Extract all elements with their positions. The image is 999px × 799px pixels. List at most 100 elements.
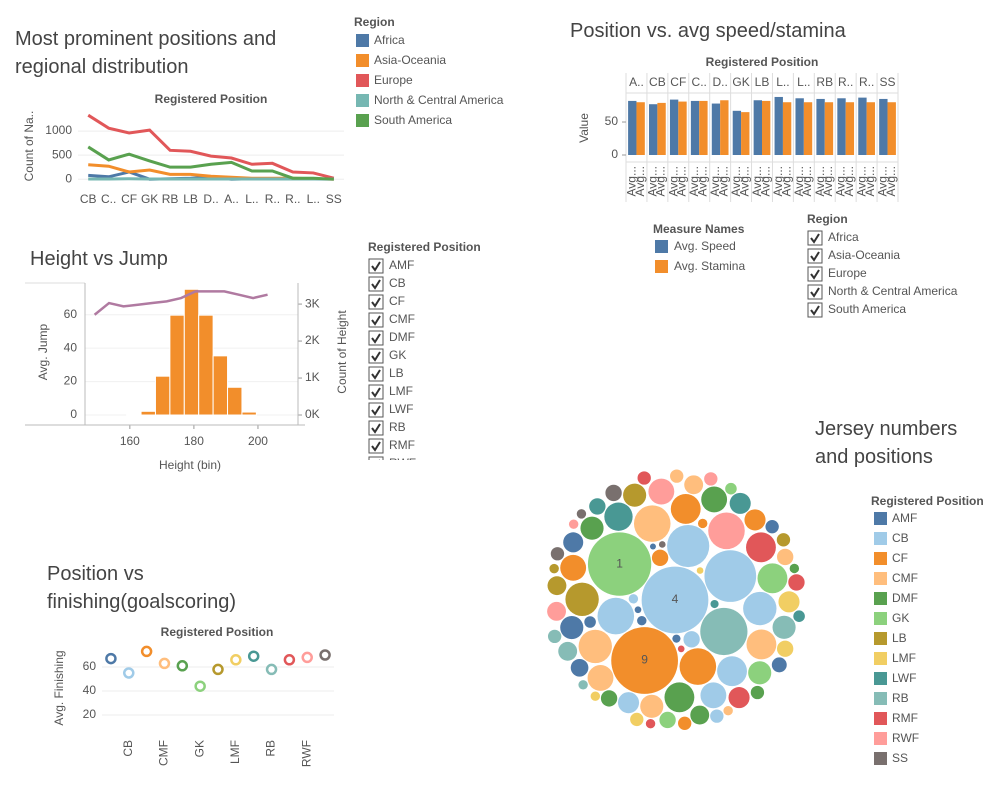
filter-item[interactable]: GK (368, 348, 406, 364)
checkbox[interactable] (807, 284, 823, 300)
checkbox[interactable] (368, 348, 384, 364)
bar (816, 98, 825, 155)
checkbox[interactable] (368, 294, 384, 310)
legend-label: RWF (892, 731, 919, 745)
y-tick-label: 60 (64, 307, 78, 321)
checkmark (371, 261, 381, 272)
checkbox[interactable] (807, 266, 823, 282)
bar-label: Avg... (729, 166, 743, 196)
checkbox[interactable] (368, 330, 384, 346)
y-tick-label: 0 (70, 407, 77, 421)
dot (301, 651, 313, 664)
filter-item[interactable]: South America (807, 302, 906, 318)
checkbox[interactable] (368, 456, 384, 471)
filter-item[interactable]: CMF (368, 312, 415, 328)
checkbox-box (368, 384, 384, 400)
bar (845, 102, 855, 155)
bubble (587, 532, 652, 596)
bar-label: Avg... (779, 166, 793, 196)
legend-label: Avg. Speed (674, 239, 736, 253)
checkmark (810, 251, 820, 262)
bubble (710, 709, 724, 723)
bubble-label: 1 (616, 556, 623, 570)
histogram-bar (154, 375, 171, 416)
bubble (605, 484, 622, 502)
checkmark (371, 441, 381, 452)
checkbox-box (807, 284, 823, 300)
legend-label: RB (892, 691, 909, 705)
dot (247, 650, 260, 662)
checkbox[interactable] (368, 258, 384, 274)
chart-title: Most prominent positions and regional di… (15, 28, 277, 78)
filter-item[interactable]: Africa (807, 230, 859, 246)
checkbox[interactable] (807, 230, 823, 246)
filter-item[interactable]: LB (368, 366, 404, 382)
legend-label: LWF (892, 671, 916, 685)
bubble (679, 648, 717, 685)
bubble (578, 629, 612, 664)
x-tick-label: 160 (120, 434, 140, 448)
legend-swatch (874, 712, 887, 725)
checkbox-box (368, 312, 384, 328)
bubble (641, 566, 709, 634)
checkbox[interactable] (807, 248, 823, 264)
legend-label: Avg. Stamina (674, 259, 745, 273)
dot (283, 654, 296, 666)
histogram-bar (183, 288, 200, 416)
filter-item[interactable]: Europe (807, 266, 867, 282)
chart-title: Position vs. avg speed/stamina (570, 20, 846, 42)
checkbox[interactable] (368, 276, 384, 292)
legend-swatch (874, 532, 887, 545)
filter-item[interactable]: LWF (368, 402, 413, 418)
bubble (670, 494, 701, 524)
legend-label: DMF (892, 591, 918, 605)
legend-swatch (356, 34, 369, 47)
filter-item[interactable]: CF (368, 294, 405, 310)
filter-item[interactable]: DMF (368, 330, 415, 346)
filter-item[interactable]: North & Central America (807, 284, 958, 300)
filter-item[interactable]: LMF (368, 384, 413, 400)
checkbox[interactable] (807, 302, 823, 318)
bar (657, 102, 666, 155)
filter-item[interactable]: CB (368, 276, 406, 292)
line-series (93, 290, 268, 316)
bubble (696, 567, 704, 574)
legend-label: Africa (374, 33, 405, 47)
bubble (729, 492, 751, 514)
bar-label: Avg... (645, 166, 659, 196)
x-tick-label: CMF (157, 740, 171, 766)
bubble (664, 682, 695, 713)
checkbox[interactable] (368, 384, 384, 400)
bar-label: Avg... (821, 166, 835, 196)
bar-label: Avg... (675, 166, 689, 196)
x-tick-label: GK (141, 192, 158, 206)
bubble (677, 645, 685, 653)
filter-item[interactable]: RWF (368, 456, 416, 471)
legend-label: North & Central America (374, 93, 504, 107)
checkmark (378, 459, 380, 460)
checkbox[interactable] (368, 402, 384, 418)
legend-swatch (874, 572, 887, 585)
checkbox[interactable] (368, 438, 384, 454)
bubble (778, 591, 800, 613)
filter-item[interactable]: AMF (368, 258, 414, 274)
y-tick-label: 20 (64, 374, 78, 388)
bubble-label: 4 (672, 592, 679, 606)
filter-item[interactable]: RB (368, 420, 406, 436)
bar (803, 102, 813, 155)
filter-item[interactable]: RMF (368, 438, 415, 454)
filter-label: Asia-Oceania (828, 248, 900, 262)
checkbox[interactable] (368, 366, 384, 382)
x-axis-title: Height (bin) (159, 458, 221, 472)
bubble-label: 9 (641, 653, 648, 667)
checkbox[interactable] (368, 312, 384, 328)
legend-swatch (356, 94, 369, 107)
checkbox[interactable] (368, 420, 384, 436)
x-tick-label: SS (326, 192, 342, 206)
filter-label: LWF (389, 402, 413, 416)
x-tick-label: C.. (101, 192, 116, 206)
legend-title: Registered Position (871, 494, 984, 508)
legend-swatch (356, 74, 369, 87)
bubble (701, 486, 728, 513)
filter-item[interactable]: Asia-Oceania (807, 248, 900, 264)
